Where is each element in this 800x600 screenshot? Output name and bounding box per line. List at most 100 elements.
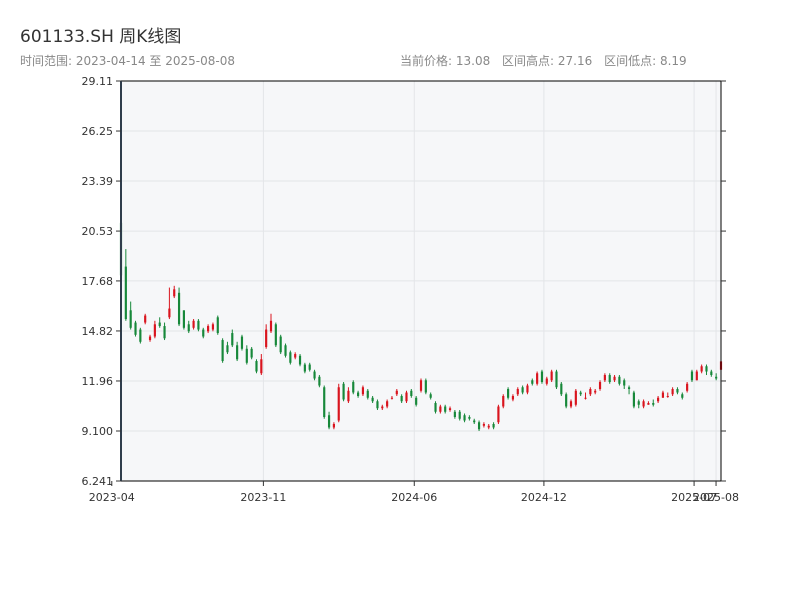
- candle-body: [695, 371, 698, 381]
- candle-body: [550, 371, 553, 381]
- candle-body: [516, 389, 519, 395]
- candle-body: [482, 423, 485, 426]
- range-high-text: 区间高点: 27.16: [502, 54, 593, 68]
- candle-body: [337, 387, 340, 421]
- candle-body: [250, 348, 253, 358]
- candle-body: [545, 378, 548, 384]
- y-tick-label: 20.53: [82, 225, 114, 238]
- candle-body: [608, 375, 611, 383]
- candle-body: [144, 315, 147, 323]
- candle-body: [526, 385, 529, 393]
- candle-body: [134, 322, 137, 335]
- y-tick-label: 23.39: [82, 175, 114, 188]
- candle-body: [603, 375, 606, 381]
- candle-body: [623, 380, 626, 386]
- candle-body: [216, 317, 219, 334]
- candle-body: [124, 266, 127, 320]
- candle-body: [647, 403, 650, 405]
- candle-body: [598, 382, 602, 390]
- candle-body: [318, 376, 321, 386]
- candle-body: [298, 355, 302, 365]
- y-tick-label: 17.68: [82, 275, 114, 288]
- candle-body: [207, 326, 210, 332]
- candle-body: [371, 397, 374, 402]
- y-tick-label: 14.82: [82, 325, 114, 338]
- candle-body: [444, 406, 447, 412]
- candle-body: [521, 387, 524, 393]
- y-tick-label: 11.96: [82, 375, 114, 388]
- candle-body: [211, 324, 215, 330]
- candle-body: [308, 364, 311, 370]
- y-tick-label: 9.100: [82, 425, 114, 438]
- candle-body: [671, 389, 674, 395]
- candle-body: [163, 326, 166, 339]
- candle-body: [410, 390, 413, 397]
- candle-body: [632, 392, 635, 407]
- candle-body: [439, 406, 442, 412]
- candle-body: [381, 406, 384, 409]
- candle-body: [352, 382, 355, 393]
- x-tick-label: 2023-04: [89, 491, 135, 504]
- candle-body: [715, 376, 718, 379]
- candle-body: [511, 396, 515, 400]
- candle-body: [129, 310, 132, 328]
- candle-body: [361, 387, 365, 395]
- candle-body: [652, 403, 655, 405]
- x-tick-label: 2024-06: [391, 491, 437, 504]
- candle-body: [265, 329, 268, 348]
- candle-body: [284, 345, 287, 356]
- candle-body: [458, 411, 461, 419]
- candle-body: [177, 292, 181, 325]
- current-price-text: 当前价格: 13.08: [400, 54, 491, 68]
- candle-body: [661, 392, 665, 398]
- candle-body: [323, 387, 326, 418]
- candle-body: [710, 371, 713, 376]
- candle-body: [332, 423, 335, 428]
- candle-body: [376, 401, 379, 409]
- candle-body: [531, 380, 534, 384]
- candle-body: [555, 371, 558, 388]
- candle-body: [477, 422, 481, 430]
- candle-body: [419, 380, 423, 391]
- date-range-text: 时间范围: 2023-04-14 至 2025-08-08: [20, 54, 235, 68]
- candle-body: [294, 354, 297, 358]
- candle-body: [705, 366, 708, 372]
- candle-body: [260, 359, 263, 374]
- candle-body: [690, 371, 694, 381]
- candle-body: [192, 320, 195, 328]
- candle-body: [255, 361, 258, 372]
- candle-body: [366, 390, 369, 398]
- candle-body: [240, 336, 244, 349]
- candle-body: [158, 322, 161, 327]
- candle-body: [637, 401, 640, 405]
- candle-body: [289, 352, 292, 363]
- candle-body: [560, 383, 563, 395]
- candle-body: [497, 406, 500, 423]
- y-tick-label: 6.241: [82, 475, 114, 488]
- candle-body: [487, 425, 490, 428]
- candle-body: [221, 340, 224, 362]
- candle-body: [415, 397, 418, 405]
- y-tick-label: 29.11: [82, 75, 114, 88]
- candle-body: [424, 380, 427, 393]
- candle-body: [274, 324, 277, 346]
- candle-body: [584, 397, 587, 399]
- candle-body: [473, 420, 476, 423]
- candle-body: [569, 401, 573, 407]
- candle-body: [197, 320, 200, 330]
- x-tick-label: 2025-07: [671, 491, 717, 504]
- candle-body: [395, 390, 398, 395]
- candle-body: [676, 389, 679, 393]
- candle-body: [434, 403, 437, 412]
- chart-title: 601133.SH 周K线图: [20, 27, 182, 47]
- candle-body: [453, 411, 456, 418]
- candle-body: [565, 394, 568, 407]
- candle-body: [173, 289, 176, 297]
- price-stats: 当前价格: 13.08 区间高点: 27.16 区间低点: 8.19: [400, 52, 687, 69]
- candle-body: [700, 366, 703, 372]
- candle-body: [231, 333, 234, 346]
- candle-body: [463, 415, 466, 421]
- candle-body: [536, 373, 539, 384]
- candle-body: [182, 310, 185, 328]
